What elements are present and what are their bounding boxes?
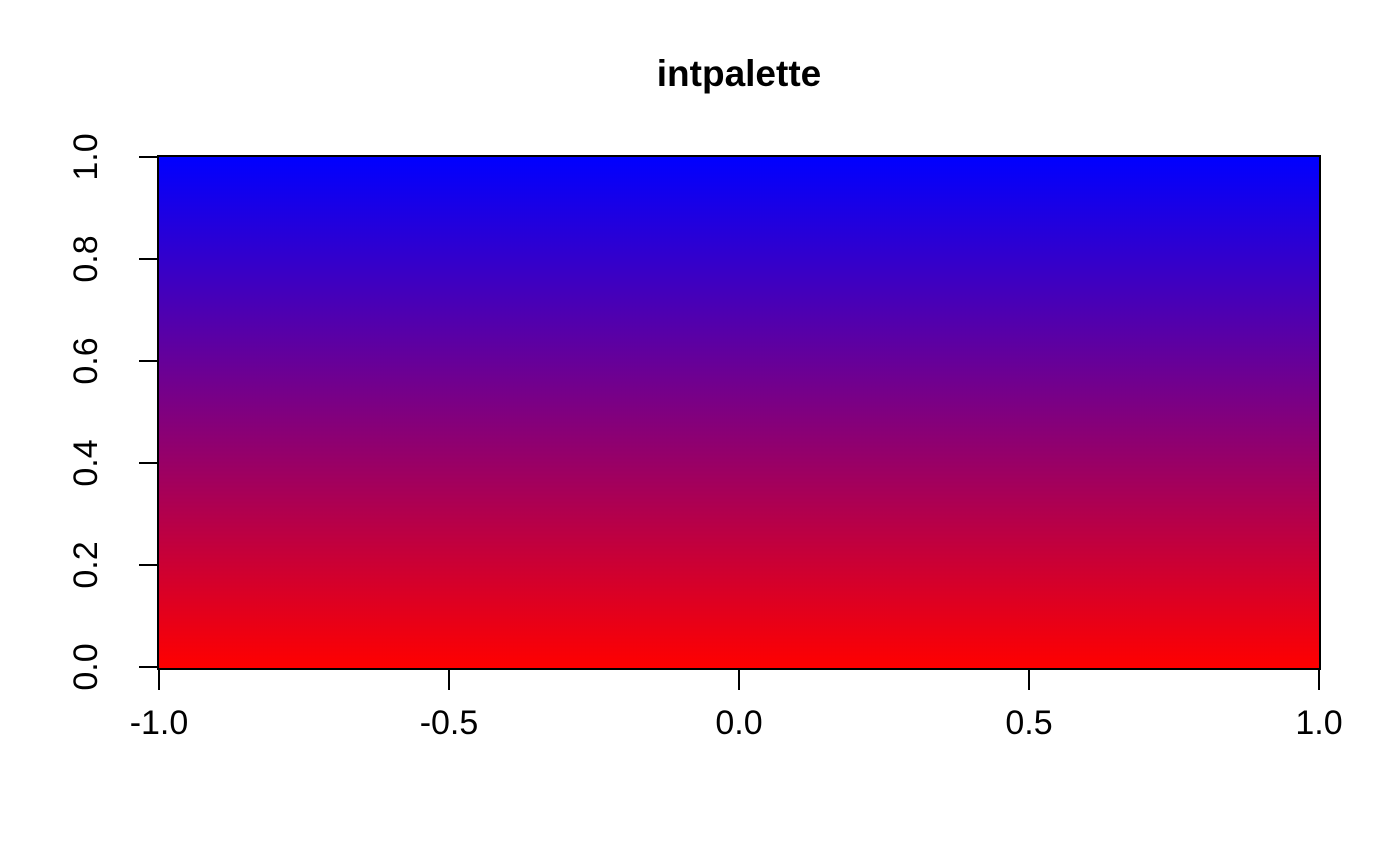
x-tick <box>1028 670 1030 690</box>
y-tick-label: 0.6 <box>67 337 105 385</box>
y-tick-label: 0.8 <box>67 235 105 283</box>
y-tick-label: 0.2 <box>67 541 105 589</box>
x-tick <box>448 670 450 690</box>
x-tick <box>158 670 160 690</box>
y-tick <box>139 666 157 668</box>
x-tick-label: -1.0 <box>129 704 189 742</box>
x-tick-label: 1.0 <box>1295 704 1343 742</box>
y-tick <box>139 462 157 464</box>
y-tick-label: 0.4 <box>67 439 105 487</box>
y-tick <box>139 360 157 362</box>
x-tick-label: 0.0 <box>715 704 763 742</box>
y-tick <box>139 156 157 158</box>
y-tick <box>139 258 157 260</box>
x-tick-label: 0.5 <box>1005 704 1053 742</box>
y-tick-label: 1.0 <box>67 133 105 181</box>
chart-title: intpalette <box>656 53 822 94</box>
x-tick <box>738 670 740 690</box>
x-tick <box>1318 670 1320 690</box>
x-tick-label: -0.5 <box>419 704 479 742</box>
y-tick-label: 0.0 <box>67 643 105 691</box>
gradient-plot-rect <box>157 155 1321 670</box>
y-tick <box>139 564 157 566</box>
